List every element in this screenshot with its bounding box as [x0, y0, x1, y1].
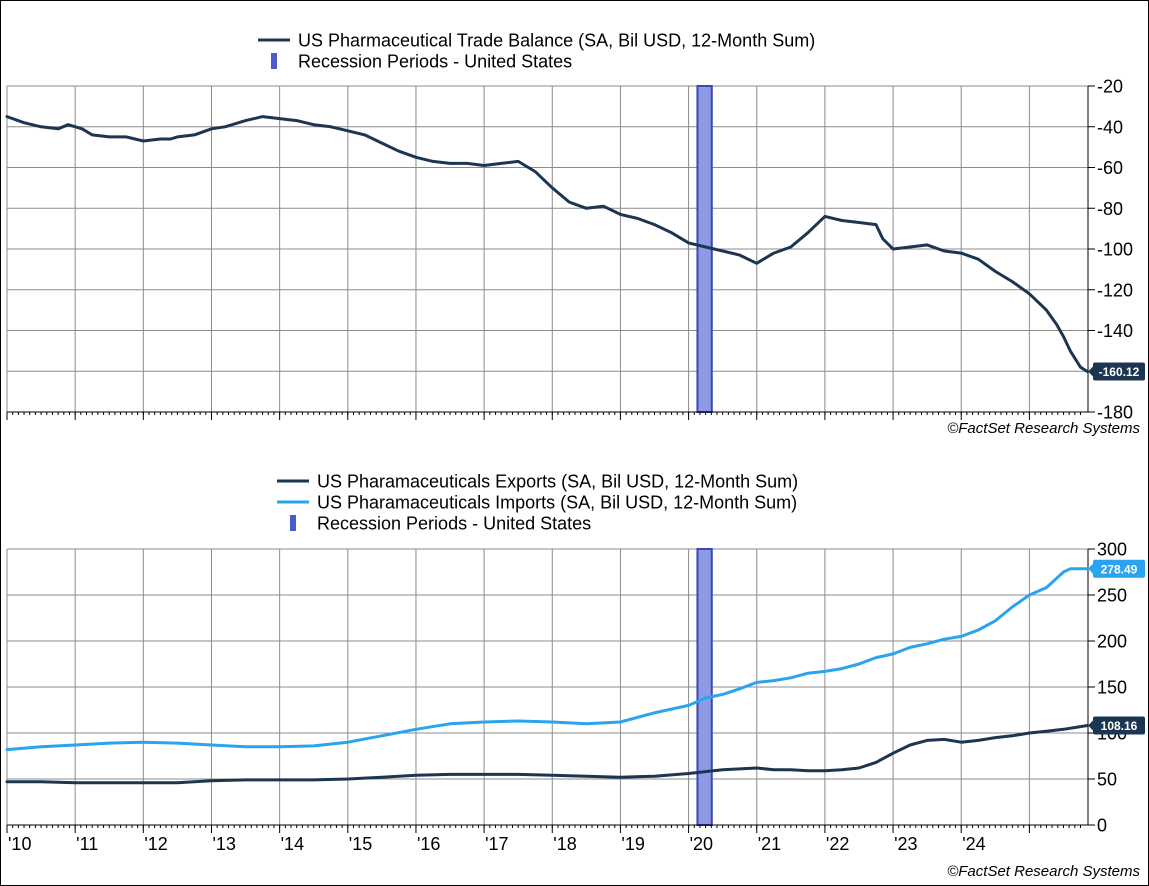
- recession-band: [696, 548, 713, 826]
- x-tick-label: '24: [962, 834, 985, 854]
- y-tick-label: -20: [1097, 77, 1123, 97]
- legend-recession-swatch: [290, 515, 296, 531]
- series-line-2: [5, 567, 1089, 752]
- x-tick-label: '10: [8, 834, 31, 854]
- x-tick-label: '16: [417, 834, 440, 854]
- last-value-label: -160.12: [1099, 365, 1140, 379]
- last-value-label: 108.16: [1101, 719, 1138, 733]
- y-tick-label: -120: [1097, 280, 1133, 300]
- chart-panel-1: -20-40-60-80-100-120-140-160-180-160.12U…: [5, 31, 1145, 437]
- last-value-badge: [1093, 716, 1145, 735]
- x-tick-label: '12: [144, 834, 167, 854]
- chart-panel-2: 300250200150100500'10'11'12'13'14'15'16'…: [5, 472, 1145, 880]
- y-tick-label: -40: [1097, 117, 1123, 137]
- y-tick-label: -80: [1097, 199, 1123, 219]
- y-tick-label: 250: [1097, 586, 1127, 606]
- last-value-badge-pointer: [1088, 366, 1093, 377]
- last-value-badge: [1093, 362, 1145, 381]
- series-line-1: [5, 724, 1089, 785]
- last-value-badge-pointer: [1088, 563, 1093, 574]
- legend-recession-swatch: [271, 53, 277, 69]
- y-tick-label: 50: [1097, 770, 1117, 790]
- x-tick-label: '18: [553, 834, 576, 854]
- legend-label: US Pharamaceuticals Imports (SA, Bil USD…: [317, 493, 797, 513]
- y-tick-label: -180: [1097, 403, 1133, 423]
- x-tick-label: '20: [690, 834, 713, 854]
- x-tick-label: '17: [485, 834, 508, 854]
- y-tick-label: -60: [1097, 158, 1123, 178]
- y-tick-label: 300: [1097, 540, 1127, 560]
- y-tick-label: -100: [1097, 240, 1133, 260]
- series-line-1: [5, 115, 1089, 373]
- x-tick-label: '11: [76, 834, 98, 854]
- x-tick-label: '15: [349, 834, 372, 854]
- x-tick-label: '19: [621, 834, 644, 854]
- source-credit: ©FactSet Research Systems: [947, 863, 1140, 880]
- legend-label: Recession Periods - United States: [317, 514, 591, 534]
- y-tick-label: -140: [1097, 321, 1133, 341]
- x-tick-label: '13: [212, 834, 235, 854]
- x-tick-label: '22: [826, 834, 849, 854]
- y-tick-label: 200: [1097, 632, 1127, 652]
- legend-label: US Pharamaceuticals Exports (SA, Bil USD…: [317, 472, 798, 492]
- y-tick-label: 0: [1097, 816, 1107, 836]
- legend-label: US Pharmaceutical Trade Balance (SA, Bil…: [298, 31, 815, 51]
- last-value-badge: [1093, 559, 1145, 578]
- y-tick-label: 150: [1097, 678, 1127, 698]
- x-tick-label: '21: [758, 834, 781, 854]
- x-tick-label: '23: [894, 834, 917, 854]
- x-tick-label: '14: [281, 834, 304, 854]
- source-credit: ©FactSet Research Systems: [947, 420, 1140, 437]
- legend-label: Recession Periods - United States: [298, 52, 572, 72]
- last-value-badge-pointer: [1088, 720, 1093, 731]
- last-value-label: 278.49: [1101, 562, 1138, 576]
